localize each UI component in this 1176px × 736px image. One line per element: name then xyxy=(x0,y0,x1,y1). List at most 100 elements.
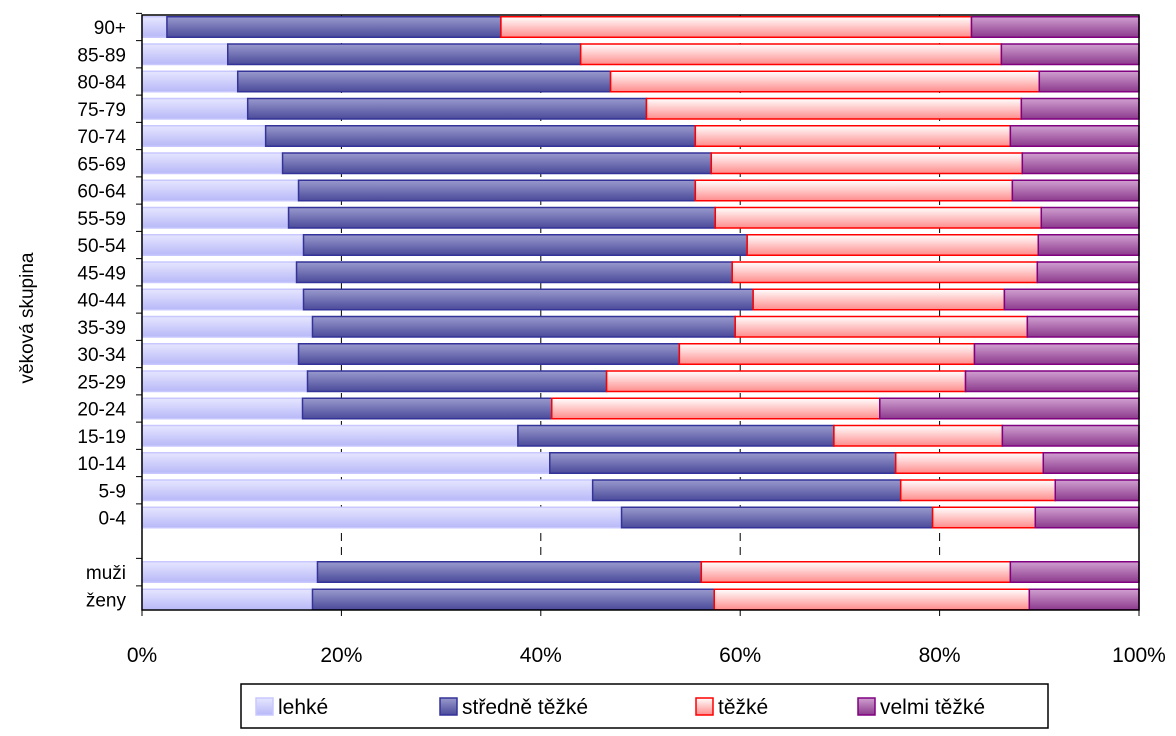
bar-segment xyxy=(141,370,309,393)
bar-segment xyxy=(246,97,648,120)
bar-segment xyxy=(591,479,902,502)
bar-segment xyxy=(549,452,897,474)
bar-segment xyxy=(746,234,1040,256)
bar-segment xyxy=(1028,588,1140,611)
bar-segment xyxy=(311,588,716,611)
y-axis-title: věková skupina xyxy=(17,252,38,383)
bar-segment xyxy=(141,261,298,284)
bar-segment xyxy=(605,370,967,393)
bar-segment xyxy=(694,125,1012,147)
bar-segment xyxy=(879,397,1140,420)
y-tick-label: 40-44 xyxy=(77,291,126,312)
bar-segment xyxy=(1021,152,1140,175)
bar-segment xyxy=(894,452,1045,474)
bar-segment xyxy=(645,97,1023,120)
x-tick-label: 40% xyxy=(520,644,562,667)
bar-segment xyxy=(931,506,1037,529)
bar-segment xyxy=(141,70,239,93)
bars xyxy=(141,16,1140,611)
y-tick-label: 90+ xyxy=(94,18,126,39)
bar-segment xyxy=(302,288,754,311)
bar-segment xyxy=(141,16,168,38)
bar-segment xyxy=(316,561,703,583)
y-tick-label: 50-54 xyxy=(77,236,126,257)
bar-segment xyxy=(295,261,733,284)
bar-segment xyxy=(713,588,1031,611)
bar-segment xyxy=(1040,206,1140,229)
bar-segment xyxy=(1034,506,1140,529)
bar-segment xyxy=(973,343,1140,365)
bar-segment xyxy=(1036,261,1140,284)
bar-segment xyxy=(141,179,300,202)
bar-segment xyxy=(141,152,284,175)
bar-segment xyxy=(287,206,717,229)
bar-segment xyxy=(1042,452,1140,474)
bar-segment xyxy=(710,152,1024,175)
y-tick-label: 25-29 xyxy=(77,372,126,393)
bar-segment xyxy=(297,343,681,365)
bar-segment xyxy=(1026,315,1140,338)
bar-segment xyxy=(1009,561,1140,583)
bar-segment xyxy=(141,315,314,338)
y-tick-label: 5-9 xyxy=(99,481,126,502)
y-tick-label: 55-59 xyxy=(77,209,126,230)
bar-segment xyxy=(302,234,748,256)
bar-segment xyxy=(700,561,1012,583)
y-tick-label: 60-64 xyxy=(77,182,126,203)
y-tick-label: 80-84 xyxy=(77,73,126,94)
bar-segment xyxy=(899,479,1057,502)
bar-segment xyxy=(1054,479,1140,502)
y-tick-label: 10-14 xyxy=(77,454,126,475)
bar-segment xyxy=(141,125,267,147)
bar-segment xyxy=(579,43,1003,66)
bar-segment xyxy=(1011,179,1140,202)
bar-segment xyxy=(1038,70,1140,93)
x-tick-label: 100% xyxy=(1112,644,1166,667)
bar-segment xyxy=(141,588,314,611)
y-tick-label: 35-39 xyxy=(77,318,126,339)
bar-segment xyxy=(306,370,608,393)
x-tick-label: 80% xyxy=(919,644,961,667)
legend-label: středně těžké xyxy=(462,696,588,719)
bar-segment xyxy=(500,16,973,38)
bar-segment xyxy=(1000,43,1140,66)
legend-swatch xyxy=(857,697,876,716)
bar-segment xyxy=(141,234,305,256)
y-tick-label: 85-89 xyxy=(77,45,126,66)
bar-segment xyxy=(620,506,934,529)
y-tick-label: 75-79 xyxy=(77,100,126,121)
axes xyxy=(136,12,1140,616)
bar-segment xyxy=(551,397,881,420)
y-tick-label: ženy xyxy=(86,591,127,612)
y-tick-label: muži xyxy=(86,563,126,584)
bar-segment xyxy=(734,315,1029,338)
legend-swatch xyxy=(439,697,458,716)
bar-segment xyxy=(964,370,1140,393)
bar-segment xyxy=(517,424,835,447)
bar-segment xyxy=(301,397,553,420)
bar-segment xyxy=(297,179,697,202)
y-tick-label: 70-74 xyxy=(77,127,126,148)
bar-segment xyxy=(1009,125,1140,147)
y-tick-label: 65-69 xyxy=(77,154,126,175)
x-tick-label: 60% xyxy=(719,644,761,667)
bar-segment xyxy=(694,179,1014,202)
bar-segment xyxy=(833,424,1004,447)
bar-segment xyxy=(141,479,594,502)
bar-segment xyxy=(1020,97,1140,120)
y-tick-label: 20-24 xyxy=(77,400,126,421)
legend-label: lehké xyxy=(278,696,328,719)
legend-swatch xyxy=(695,697,714,716)
bar-segment xyxy=(752,288,1006,311)
x-tick-label: 20% xyxy=(320,644,362,667)
bar-segment xyxy=(264,125,697,147)
bar-segment xyxy=(281,152,713,175)
bar-segment xyxy=(141,288,305,311)
bar-segment xyxy=(609,70,1041,93)
bar-segment xyxy=(141,506,623,529)
bar-segment xyxy=(1037,234,1140,256)
bar-segment xyxy=(141,43,229,66)
bar-segment xyxy=(141,452,551,474)
